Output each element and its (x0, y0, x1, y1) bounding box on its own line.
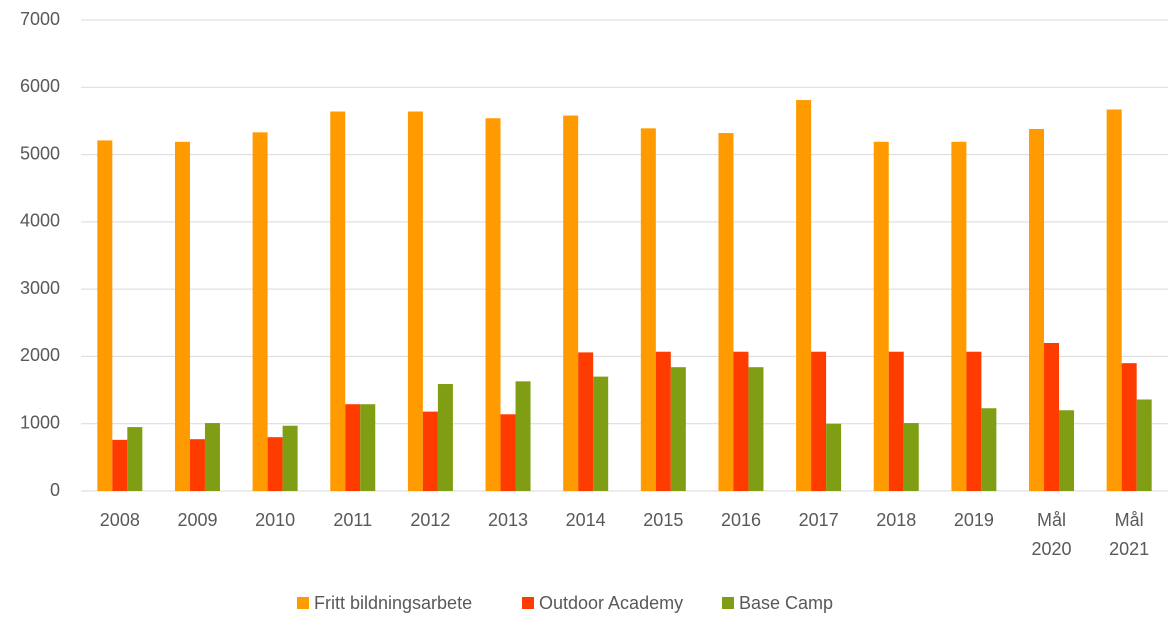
bar (345, 404, 361, 491)
bar (811, 351, 827, 491)
y-tick-label: 6000 (20, 76, 60, 96)
bar (888, 351, 904, 491)
bar (282, 425, 298, 491)
bar (1136, 399, 1152, 491)
x-tick-label: 2014 (566, 510, 606, 530)
bar (127, 427, 143, 491)
bar (1059, 410, 1075, 491)
bar (593, 376, 609, 491)
bar (670, 367, 686, 491)
bar (252, 132, 268, 492)
legend-swatch (297, 597, 309, 609)
bar (267, 437, 283, 491)
bar (515, 381, 531, 491)
bar (189, 439, 205, 491)
bar (437, 384, 453, 491)
x-tick-label: 2019 (954, 510, 994, 530)
bar (733, 351, 749, 491)
bar (748, 367, 764, 491)
bar (873, 141, 889, 491)
x-tick-label: 2013 (488, 510, 528, 530)
bar (330, 111, 346, 491)
y-tick-label: 1000 (20, 412, 60, 432)
bar (1106, 109, 1122, 492)
y-tick-label: 3000 (20, 278, 60, 298)
y-tick-label: 7000 (20, 9, 60, 29)
x-tick-label: 2012 (410, 510, 450, 530)
bar (1121, 363, 1137, 491)
y-tick-label: 4000 (20, 211, 60, 231)
bar (112, 439, 128, 491)
x-tick-label: 2009 (177, 510, 217, 530)
bar (422, 411, 438, 491)
bar (360, 404, 376, 491)
y-tick-label: 5000 (20, 143, 60, 163)
bar (485, 118, 501, 491)
legend-swatch (522, 597, 534, 609)
bar (1029, 129, 1045, 491)
y-tick-label: 0 (50, 480, 60, 500)
x-tick-label: 2015 (643, 510, 683, 530)
bar (826, 423, 842, 491)
y-tick-label: 2000 (20, 345, 60, 365)
bar (796, 100, 812, 491)
bar (966, 351, 982, 491)
bar (97, 140, 113, 492)
bar (563, 115, 579, 491)
bar (640, 128, 656, 491)
x-tick-label: 2016 (721, 510, 761, 530)
bar (903, 423, 919, 491)
bar (204, 423, 220, 491)
legend-label: Outdoor Academy (539, 593, 683, 613)
x-tick-label: Mål 2021 (1109, 510, 1149, 559)
bar (951, 141, 967, 491)
legend-swatch (722, 597, 734, 609)
x-tick-label: Mål 2020 (1032, 510, 1072, 559)
legend-label: Base Camp (739, 593, 833, 613)
x-tick-label: 2011 (333, 510, 372, 530)
x-tick-label: 2017 (799, 510, 839, 530)
bar (1044, 342, 1060, 491)
legend-label: Fritt bildningsarbete (314, 593, 472, 613)
bar (578, 352, 594, 491)
bar (655, 351, 671, 491)
bar (718, 133, 734, 492)
x-tick-label: 2018 (876, 510, 916, 530)
bar (981, 408, 997, 491)
x-tick-label: 2008 (100, 510, 140, 530)
bar (500, 414, 516, 491)
bar (407, 111, 423, 491)
x-tick-label: 2010 (255, 510, 295, 530)
bar (174, 141, 190, 491)
